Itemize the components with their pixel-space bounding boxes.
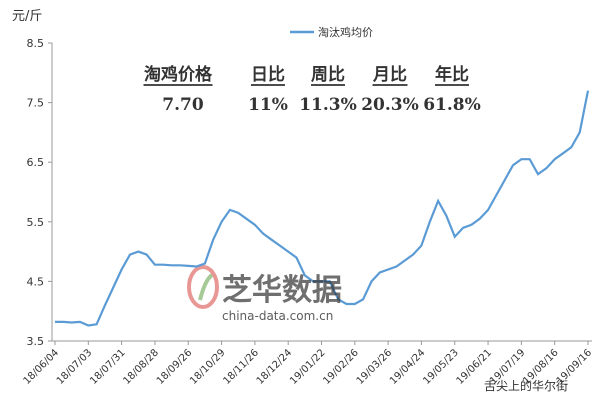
y-unit-label: 元/斤 [12,9,42,24]
x-tick-label: 18/09/26 [155,347,195,387]
summary-header: 日比 [251,64,285,85]
summary-value: 11.3% [299,95,357,115]
watermark-site: china-data.com.cn [222,309,333,323]
x-tick-label: 19/05/23 [421,347,461,387]
x-tick-label: 18/06/04 [22,347,62,387]
y-tick-label: 7.5 [27,97,45,110]
summary-value: 11% [248,95,288,115]
x-tick-label: 19/01/22 [288,347,328,387]
summary-header: 淘鸡价格 [144,64,213,85]
x-tick-label: 18/07/03 [55,347,95,387]
x-tick-label: 19/04/24 [388,347,428,387]
y-tick-label: 8.5 [27,37,45,50]
y-tick-label: 5.5 [27,216,45,229]
x-tick-label: 18/10/29 [188,347,228,387]
summary-value: 7.70 [162,95,204,115]
summary-value: 20.3% [361,95,419,115]
y-tick-label: 4.5 [27,275,45,288]
x-tick-label: 19/03/26 [355,347,395,387]
legend-label: 淘汰鸡均价 [318,25,373,39]
x-tick-label: 18/12/24 [255,347,295,387]
summary-value: 61.8% [423,95,481,115]
watermark-source: 舌尖上的华尔街 [484,378,568,393]
y-tick-label: 6.5 [27,156,45,169]
y-tick-label: 3.5 [27,335,45,348]
x-tick-label: 18/08/28 [122,347,162,387]
watermark-brand: 芝华数据 [222,273,342,308]
logo [187,265,219,309]
summary-header: 月比 [372,64,407,85]
x-tick-label: 19/02/26 [321,347,361,387]
summary-header: 周比 [311,64,345,85]
x-tick-label: 18/11/26 [221,347,261,387]
data-line [55,90,590,327]
summary-header: 年比 [435,64,469,85]
x-tick-label: 18/07/31 [88,347,128,387]
